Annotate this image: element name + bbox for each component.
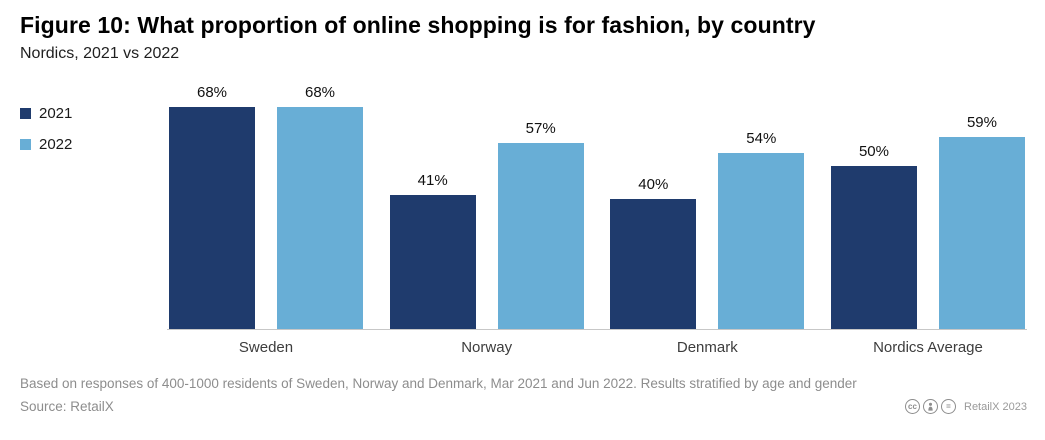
legend-label-2021: 2021 xyxy=(39,105,73,122)
bar-rect xyxy=(718,153,805,329)
footer-note: Based on responses of 400-1000 residents… xyxy=(20,376,857,391)
legend-swatch-2022 xyxy=(20,139,31,150)
legend-item-2022: 2022 xyxy=(20,136,167,153)
x-axis: Sweden Norway Denmark Nordics Average xyxy=(167,329,1027,356)
attribution-icon xyxy=(923,399,938,414)
license-badges: cc = RetailX 2023 xyxy=(905,399,1027,414)
bar-2022-norway: 57% xyxy=(497,120,584,329)
bar-value-label: 50% xyxy=(858,143,889,160)
bar-2021-sweden: 68% xyxy=(169,84,255,329)
bar-value-label: 68% xyxy=(304,84,336,101)
bar-2022-sweden: 68% xyxy=(277,84,363,329)
bar-value-label: 41% xyxy=(417,172,448,189)
bar-2021-denmark: 40% xyxy=(610,176,697,329)
bar-2021-nordics-average: 50% xyxy=(830,143,917,329)
bar-2022-denmark: 54% xyxy=(718,130,805,329)
x-axis-label-sweden: Sweden xyxy=(238,339,294,356)
source-label: Source: RetailX xyxy=(20,399,114,414)
footer: Based on responses of 400-1000 residents… xyxy=(20,376,1027,414)
bar-value-label: 40% xyxy=(638,176,669,193)
page-subtitle: Nordics, 2021 vs 2022 xyxy=(20,45,180,62)
chart-area: 2021 2022 68% 68% 41% 57% 40% 54% 50% 59% Swede… xyxy=(20,77,1027,356)
legend-swatch-2021 xyxy=(20,108,31,119)
bar-group-nordics-average: 50% 59% xyxy=(830,114,1025,329)
bar-rect xyxy=(389,195,476,329)
credit-label: RetailX 2023 xyxy=(964,400,1027,413)
bar-value-label: 57% xyxy=(525,120,556,137)
bar-2021-norway: 41% xyxy=(389,172,476,329)
bar-group-sweden: 68% 68% xyxy=(169,84,363,329)
bar-group-denmark: 40% 54% xyxy=(610,130,805,329)
bar-2022-nordics-average: 59% xyxy=(938,114,1025,329)
cc-icon: cc xyxy=(905,399,920,414)
x-axis-label-denmark: Denmark xyxy=(676,339,738,356)
bar-value-label: 59% xyxy=(966,114,997,131)
bar-value-label: 54% xyxy=(746,130,777,147)
x-axis-label-norway: Norway xyxy=(461,339,513,356)
legend-item-2021: 2021 xyxy=(20,105,167,122)
bar-group-norway: 41% 57% xyxy=(389,120,584,329)
no-derivatives-icon: = xyxy=(941,399,956,414)
legend: 2021 2022 xyxy=(20,77,167,356)
footer-bottom: Source: RetailX cc = RetailX 2023 xyxy=(20,399,1027,414)
bar-rect xyxy=(497,143,584,329)
plot-column: 68% 68% 41% 57% 40% 54% 50% 59% Sweden Norway Den… xyxy=(167,77,1027,356)
bar-rect xyxy=(938,137,1025,329)
bar-rect xyxy=(830,166,917,329)
page-title: Figure 10: What proportion of online sho… xyxy=(20,12,816,38)
bar-plot: 68% 68% 41% 57% 40% 54% 50% 59% xyxy=(167,77,1027,329)
bar-value-label: 68% xyxy=(196,84,228,101)
bar-rect xyxy=(610,199,697,329)
bar-rect xyxy=(169,107,255,329)
bar-rect xyxy=(277,107,363,329)
legend-label-2022: 2022 xyxy=(39,136,73,153)
x-axis-label-nordics-average: Nordics Average xyxy=(873,339,983,356)
